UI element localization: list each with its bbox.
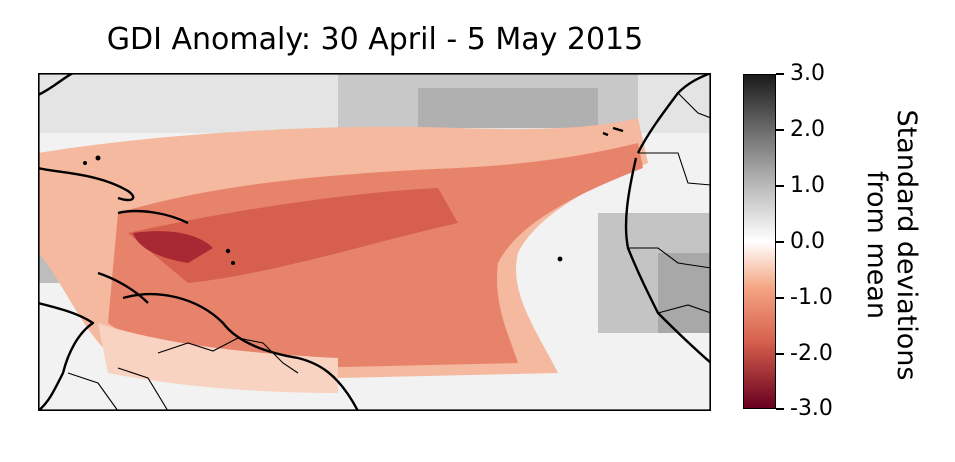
colorbar bbox=[743, 74, 776, 409]
colorbar-tick-label: 3.0 bbox=[790, 61, 825, 86]
colorbar-tick-label: 0.0 bbox=[790, 229, 825, 254]
colorbar-tick-label: 1.0 bbox=[790, 173, 825, 198]
colorbar-tick-label: -1.0 bbox=[790, 285, 833, 310]
chart-title: GDI Anomaly: 30 April - 5 May 2015 bbox=[106, 22, 644, 57]
islands bbox=[83, 155, 563, 265]
anomaly-field bbox=[38, 73, 711, 411]
colorbar-tick-label: 2.0 bbox=[790, 117, 825, 142]
map-canvas bbox=[38, 73, 711, 411]
country-borders bbox=[67, 92, 711, 411]
colorbar-tick bbox=[776, 353, 784, 355]
colorbar-title-line-1: Standard deviations bbox=[891, 109, 922, 381]
colorbar-tick bbox=[776, 185, 784, 187]
colorbar-tick bbox=[776, 129, 784, 131]
colorbar-title-line-2: from mean bbox=[861, 171, 892, 319]
colorbar-tick bbox=[776, 241, 784, 243]
colorbar-tick-label: -2.0 bbox=[790, 341, 833, 366]
colorbar-tick bbox=[776, 73, 784, 75]
colorbar-tick bbox=[776, 297, 784, 299]
anomaly-map bbox=[38, 73, 711, 411]
colorbar-tick bbox=[776, 408, 784, 410]
colorbar-title: Standard deviations from mean bbox=[860, 80, 922, 410]
colorbar-tick-label: -3.0 bbox=[790, 396, 833, 421]
map-frame bbox=[38, 73, 711, 411]
